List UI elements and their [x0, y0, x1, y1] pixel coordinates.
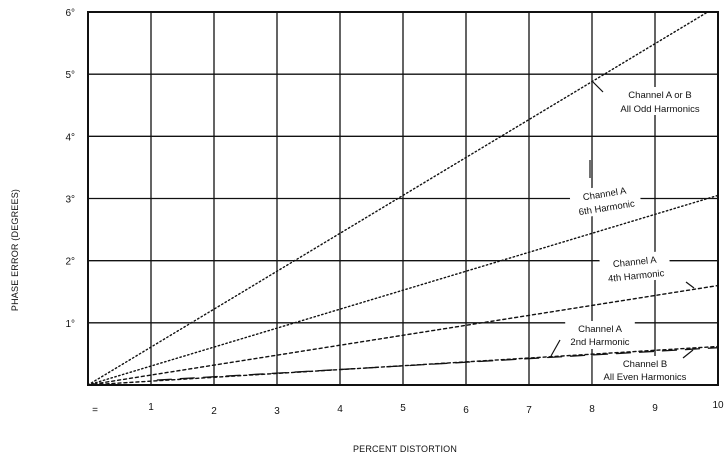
- x-tick-label: 10: [712, 400, 724, 411]
- annotation-text: 2nd Harmonic: [570, 337, 629, 348]
- annotation-pointer: [592, 81, 604, 93]
- y-tick-label: 6°: [65, 8, 75, 19]
- series-line: [87, 11, 709, 386]
- annotation-label: Channel A 2nd Harmonic: [565, 321, 635, 349]
- annotation-background: [610, 87, 710, 115]
- x-tick-label: 3: [274, 406, 280, 417]
- annotation-text: Channel A or B: [628, 90, 691, 101]
- x-tick-label: 7: [526, 405, 532, 416]
- x-origin-label: =: [92, 405, 98, 416]
- annotation-text: Channel A: [578, 324, 623, 335]
- plot-frame: [87, 11, 719, 386]
- y-tick-label: 5°: [65, 70, 75, 81]
- series-line: [156, 347, 719, 381]
- y-tick-label: 1°: [65, 319, 75, 330]
- x-tick-label: 9: [652, 403, 658, 414]
- x-tick-label: 4: [337, 404, 343, 415]
- x-axis-title: PERCENT DISTORTION: [353, 444, 457, 454]
- y-tick-label: 3°: [65, 195, 75, 206]
- x-tick-label: 8: [589, 404, 595, 415]
- y-tick-label: 4°: [65, 132, 75, 143]
- annotation-text: Channel A: [612, 255, 657, 271]
- tick-layer: 1 2 3 4 5 6 7 8 9 10 1° 2° 3° 4° 5° 6°: [65, 8, 724, 417]
- series-layer: [87, 11, 719, 386]
- annotation-label: Channel B All Even Harmonics: [592, 356, 698, 384]
- annotation-text: All Even Harmonics: [604, 372, 687, 383]
- annotation-background: [592, 356, 698, 384]
- y-tick-label: 2°: [65, 257, 75, 268]
- annotation-pointer: [550, 339, 561, 357]
- x-tick-label: 2: [211, 406, 217, 417]
- x-tick-label: 6: [463, 405, 469, 416]
- annotation-label: Channel A or B All Odd Harmonics: [610, 87, 710, 115]
- annotation-background: [599, 250, 672, 286]
- x-tick-label: 5: [400, 403, 406, 414]
- annotation-text: All Odd Harmonics: [620, 104, 699, 115]
- y-axis-title: PHASE ERROR (DEGREES): [10, 189, 20, 311]
- series-line: [87, 284, 719, 386]
- grid-layer: [87, 11, 719, 386]
- series-line: [87, 194, 719, 386]
- annotation-text: Channel B: [623, 359, 667, 370]
- annotation-background: [565, 321, 635, 349]
- annotation-pointer: [685, 281, 695, 289]
- annotation-pointer: [682, 349, 694, 359]
- annotation-background: [568, 180, 643, 220]
- x-tick-label: 1: [148, 402, 154, 413]
